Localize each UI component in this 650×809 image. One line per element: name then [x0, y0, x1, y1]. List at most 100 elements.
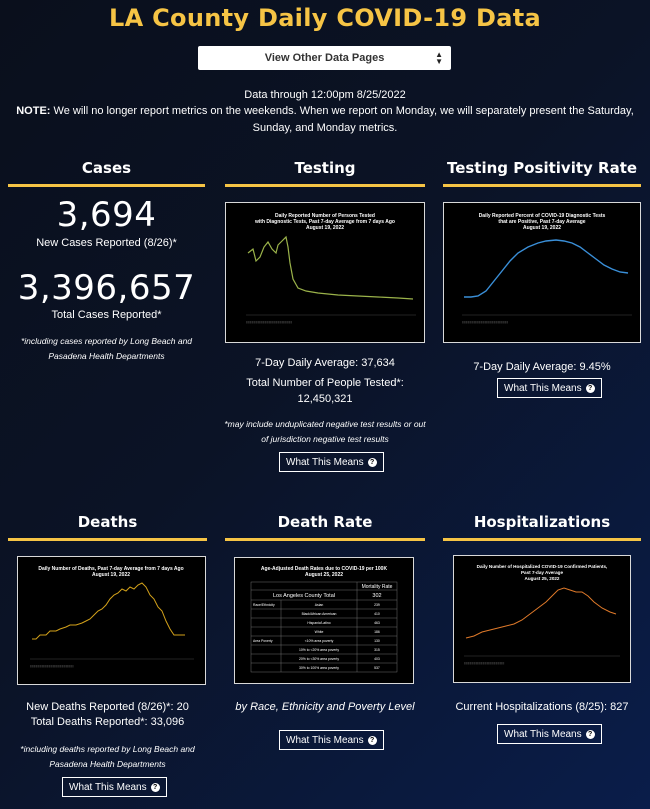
data-through: Data through 12:00pm 8/25/2022 — [244, 89, 406, 101]
positivity-line — [464, 239, 629, 298]
dr-label-2: Hispanic/Latino — [307, 621, 330, 625]
note: NOTE: We will no longer report metrics o… — [0, 103, 650, 137]
up-down-arrow-icon: ▲ ▼ — [435, 50, 443, 66]
deaths-divider — [8, 538, 207, 541]
positivity-divider — [443, 184, 641, 187]
death-rate-divider — [225, 538, 425, 541]
testing-title: Testing — [294, 159, 356, 177]
testing-line — [247, 235, 414, 300]
death-rate-chart-date: August 25, 2022 — [305, 572, 343, 578]
cases-title: Cases — [81, 159, 132, 177]
deaths-new: New Deaths Reported (8/26)*: 20 — [26, 701, 189, 713]
svg-text:||||||||||||||||||||||||||||||: ||||||||||||||||||||||||||||||||||||||||… — [464, 662, 505, 665]
deaths-total: Total Deaths Reported*: 33,096 — [30, 716, 185, 728]
svg-text:||||||||||||||||||||||||||||||: ||||||||||||||||||||||||||||||||||||||||… — [246, 321, 292, 324]
hosp-chart[interactable]: Daily Number of Hospitalized COVID-19 Co… — [453, 555, 631, 683]
testing-chart-date: August 19, 2022 — [306, 225, 344, 231]
deaths-footnote: *including deaths reported by Long Beach… — [20, 744, 195, 769]
positivity-chart-date: August 19, 2022 — [523, 225, 561, 231]
hosp-chart-title-1: Daily Number of Hospitalized COVID-19 Co… — [477, 564, 608, 569]
deaths-title: Deaths — [77, 513, 138, 531]
view-other-pages-select[interactable]: View Other Data Pages ▲ ▼ — [198, 46, 451, 70]
note-label: NOTE: — [16, 105, 51, 117]
death-rate-table-image[interactable]: Age-Adjusted Death Rates due to COVID-19… — [234, 557, 414, 684]
cases-footnote: *including cases reported by Long Beach … — [20, 336, 193, 361]
dr-value-7: 537 — [374, 666, 380, 670]
hosp-line — [465, 587, 617, 639]
deaths-button-label: What This Means — [69, 781, 147, 793]
total-cases-label: Total Cases Reported* — [51, 309, 162, 321]
hosp-button-label: What This Means — [504, 728, 582, 740]
positivity-title: Testing Positivity Rate — [446, 159, 638, 177]
svg-text:||||||||||||||||||||||||||||||: ||||||||||||||||||||||||||||||||||||||||… — [462, 321, 508, 324]
positivity-button-label: What This Means — [504, 382, 582, 394]
positivity-chart-svg: Daily Reported Percent of COVID-19 Diagn… — [462, 213, 632, 324]
positivity-chart[interactable]: Daily Reported Percent of COVID-19 Diagn… — [443, 202, 641, 343]
deaths-chart-svg: Daily Number of Deaths, Past 7-day Avera… — [30, 566, 194, 668]
hosp-chart-title-2: Past 7-day Average — [521, 570, 563, 575]
testing-total: Total Number of People Tested*: 12,450,3… — [246, 377, 404, 405]
dr-value-3: 186 — [374, 630, 380, 634]
dr-label-5: 10% to <20% area poverty — [299, 648, 339, 652]
cases-divider — [8, 184, 205, 187]
death-rate-button-label: What This Means — [286, 734, 364, 746]
total-cases-value: 3,396,657 — [17, 268, 196, 308]
testing-footnote: *may include unduplicated negative test … — [224, 419, 426, 444]
hosp-chart-svg: Daily Number of Hospitalized COVID-19 Co… — [464, 564, 620, 665]
testing-what-this-means-button[interactable]: What This Means ? — [279, 452, 384, 472]
death-rate-caption: by Race, Ethnicity and Poverty Level — [235, 701, 415, 713]
question-circle-icon: ? — [367, 457, 377, 467]
testing-chart-svg: Daily Reported Number of Persons Tested … — [246, 213, 416, 324]
death-rate-header: Mortality Rate — [362, 584, 393, 590]
dr-value-0: 239 — [374, 603, 380, 607]
deaths-line — [32, 582, 185, 640]
hosp-current: Current Hospitalizations (8/25): 827 — [455, 701, 629, 713]
hosp-title: Hospitalizations — [473, 513, 611, 531]
dr-value-4: 130 — [374, 639, 380, 643]
death-rate-total-value: 302 — [372, 593, 381, 599]
question-circle-icon: ? — [585, 383, 595, 393]
testing-chart-title-1: Daily Reported Number of Persons Tested — [275, 213, 375, 219]
dr-label-3: White — [315, 630, 324, 634]
positivity-what-this-means-button[interactable]: What This Means ? — [497, 378, 602, 398]
testing-chart-title-2: with Diagnostic Tests, Past 7-day Averag… — [254, 219, 395, 225]
question-circle-icon: ? — [367, 735, 377, 745]
dr-value-5: 315 — [374, 648, 380, 652]
hosp-chart-date: August 25, 2022 — [525, 576, 560, 581]
dr-label-0: Asian — [315, 603, 324, 607]
death-rate-total-label: Los Angeles County Total — [273, 593, 335, 599]
dr-value-6: 403 — [374, 657, 380, 661]
positivity-chart-title-2: that are Positive, Past 7-day Average — [498, 219, 585, 225]
testing-avg: 7-Day Daily Average: 37,634 — [255, 357, 395, 369]
death-rate-svg: Age-Adjusted Death Rates due to COVID-19… — [250, 566, 398, 673]
death-rate-chart-title: Age-Adjusted Death Rates due to COVID-19… — [261, 566, 388, 572]
new-cases-label: New Cases Reported (8/26)* — [36, 237, 177, 249]
testing-divider — [225, 184, 425, 187]
dr-group-0: Race/Ethnicity — [253, 603, 275, 607]
positivity-avg: 7-Day Daily Average: 9.45% — [473, 361, 611, 373]
new-cases-value: 3,694 — [56, 195, 157, 235]
question-circle-icon: ? — [585, 729, 595, 739]
question-circle-icon: ? — [150, 782, 160, 792]
testing-button-label: What This Means — [286, 456, 364, 468]
dr-value-1: 410 — [374, 612, 380, 616]
hosp-what-this-means-button[interactable]: What This Means ? — [497, 724, 602, 744]
dr-value-2: 463 — [374, 621, 380, 625]
page-title: LA County Daily COVID-19 Data — [109, 4, 541, 32]
deaths-what-this-means-button[interactable]: What This Means ? — [62, 777, 167, 797]
positivity-chart-title-1: Daily Reported Percent of COVID-19 Diagn… — [479, 213, 606, 219]
testing-axis-ticks: ||||||||||||||||||||||||||||||||||||||||… — [246, 321, 292, 324]
testing-chart[interactable]: Daily Reported Number of Persons Tested … — [225, 202, 425, 343]
select-value: View Other Data Pages — [264, 52, 385, 64]
dr-label-7: 30% to 100% area poverty — [299, 666, 339, 670]
dr-label-6: 20% to <30% area poverty — [299, 657, 339, 661]
dr-group-4: Area Poverty — [253, 639, 273, 643]
death-rate-what-this-means-button[interactable]: What This Means ? — [279, 730, 384, 750]
dr-label-4: <10% area poverty — [305, 639, 334, 643]
hosp-divider — [443, 538, 641, 541]
deaths-chart-date: August 19, 2022 — [92, 572, 130, 578]
death-rate-rows: Race/Ethnicity Asian 239 Black/African Amer… — [253, 603, 380, 670]
death-rate-title: Death Rate — [277, 513, 373, 531]
deaths-chart[interactable]: Daily Number of Deaths, Past 7-day Avera… — [17, 556, 206, 685]
svg-text:||||||||||||||||||||||||||||||: ||||||||||||||||||||||||||||||||||||||||… — [30, 665, 74, 668]
